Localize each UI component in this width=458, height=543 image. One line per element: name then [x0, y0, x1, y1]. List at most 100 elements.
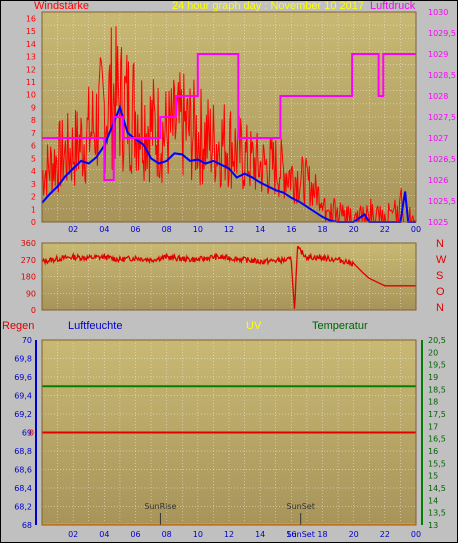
wind-xtick-14: 14: [255, 225, 265, 234]
direction-ytick-90: 90: [26, 289, 36, 298]
bottom-xtick-12: 12: [224, 530, 234, 539]
temp-ytick-17: 17: [428, 422, 438, 431]
humidity-ytick-68,8: 68,8: [14, 447, 32, 456]
wind-ytick-9: 9: [31, 103, 36, 112]
wind-ytick-5: 5: [31, 154, 36, 163]
page-title: 24 hour graph day : November 10 2017: [172, 0, 365, 12]
bottom-xtick-18: 18: [317, 530, 327, 539]
humidity-ytick-70: 70: [22, 336, 32, 345]
wind-ytick-16: 16: [26, 14, 36, 23]
plot-border-2: [41, 242, 417, 311]
wind-ytick-3: 3: [31, 180, 36, 189]
pressure-ytick-1027: 1027: [428, 134, 448, 143]
wind-average-line: [41, 104, 416, 223]
compass-n-top: N: [436, 238, 444, 250]
temp-ytick-13,5: 13,5: [428, 509, 446, 518]
pressure-ytick-1028: 1028: [428, 92, 448, 101]
bottom-xtick-06: 06: [130, 530, 140, 539]
wind-xtick-02: 02: [68, 225, 78, 234]
uv-label: UV: [246, 320, 262, 332]
humidity-ytick-69,6: 69,6: [14, 373, 32, 382]
wind-ytick-7: 7: [31, 129, 36, 138]
bottom-xtick-20: 20: [349, 530, 359, 539]
temp-ytick-19,5: 19,5: [428, 361, 446, 370]
pressure-line: [42, 53, 416, 181]
temp-ytick-13: 13: [428, 521, 438, 530]
wind-xtick-18: 18: [317, 225, 327, 234]
wind-xtick-20: 20: [349, 225, 359, 234]
pressure-ytick-1027,5: 1027,5: [428, 113, 456, 122]
rain-label: Regen: [2, 320, 35, 332]
temp-ytick-17,5: 17,5: [428, 410, 446, 419]
temp-ytick-14,5: 14,5: [428, 484, 446, 493]
wind-xtick-06: 06: [130, 225, 140, 234]
temp-ytick-18: 18: [428, 398, 438, 407]
compass-n-bottom: N: [436, 302, 444, 314]
humidity-ytick-69,4: 69,4: [14, 392, 32, 401]
wind-xtick-12: 12: [224, 225, 234, 234]
wind-xtick-04: 04: [99, 225, 109, 234]
rain-zero-label: 0: [29, 429, 34, 438]
sunrise-label: SunRise: [144, 502, 176, 511]
direction-ytick-0: 0: [31, 306, 36, 315]
pressure-ytick-1025: 1025: [428, 218, 448, 227]
wind-ytick-8: 8: [31, 116, 36, 125]
pressure-label: Luftdruck: [370, 0, 416, 12]
humidity-ytick-68: 68: [22, 521, 32, 530]
wind-xtick-10: 10: [193, 225, 203, 234]
bottom-xtick-04: 04: [99, 530, 109, 539]
bottom-xtick-22: 22: [380, 530, 390, 539]
temp-ytick-15: 15: [428, 472, 438, 481]
wind-label: Windstärke: [34, 0, 90, 12]
wind-ytick-14: 14: [26, 40, 36, 49]
temperature-label: Temperatur: [312, 320, 368, 332]
direction-ytick-270: 270: [21, 256, 36, 265]
humidity-ytick-68,2: 68,2: [14, 503, 32, 512]
compass-w: W: [436, 254, 447, 266]
wind-ytick-15: 15: [26, 27, 36, 36]
wind-xtick-22: 22: [380, 225, 390, 234]
temp-ytick-19: 19: [428, 373, 438, 382]
humidity-ytick-69: 69: [22, 429, 32, 438]
wind-xtick-00: 00: [411, 225, 421, 234]
humidity-ytick-68,6: 68,6: [14, 466, 32, 475]
wind-ytick-12: 12: [26, 65, 36, 74]
bottom-xtick-00: 00: [411, 530, 421, 539]
temp-ytick-18,5: 18,5: [428, 385, 446, 394]
pressure-ytick-1028,5: 1028,5: [428, 71, 456, 80]
direction-ytick-180: 180: [21, 273, 36, 282]
humidity-ytick-68,4: 68,4: [14, 484, 32, 493]
wind-ytick-10: 10: [26, 91, 36, 100]
temp-ytick-14: 14: [428, 496, 438, 505]
bottom-xtick-16: 16: [286, 530, 296, 539]
bottom-xtick-14: 14: [255, 530, 265, 539]
pressure-ytick-1029,5: 1029,5: [428, 29, 456, 38]
sunset-label: SunSet: [287, 502, 315, 511]
wind-xtick-08: 08: [162, 225, 172, 234]
bottom-xtick-02: 02: [68, 530, 78, 539]
direction-line: [41, 245, 416, 309]
sunset-axis-label: SunSet: [287, 530, 315, 539]
compass-s: S: [436, 270, 444, 282]
pressure-ytick-1025,5: 1025,5: [428, 197, 456, 206]
temp-ytick-20,5: 20,5: [428, 336, 446, 345]
pressure-ytick-1029: 1029: [428, 50, 448, 59]
humidity-ytick-69,2: 69,2: [14, 410, 32, 419]
bottom-xtick-10: 10: [193, 530, 203, 539]
wind-ytick-13: 13: [26, 53, 36, 62]
plot-border-1: [41, 11, 417, 223]
wind-ytick-1: 1: [31, 205, 36, 214]
humidity-ytick-69,8: 69,8: [14, 355, 32, 364]
temp-ytick-16: 16: [428, 447, 438, 456]
compass-o: O: [436, 286, 445, 298]
wind-ytick-0: 0: [31, 218, 36, 227]
wind-ytick-11: 11: [26, 78, 36, 87]
pressure-ytick-1026: 1026: [428, 176, 448, 185]
wind-ytick-2: 2: [31, 193, 36, 202]
plot-border-3: [41, 339, 417, 526]
pressure-ytick-1030: 1030: [428, 8, 448, 17]
wind-ytick-6: 6: [31, 142, 36, 151]
temp-ytick-16,5: 16,5: [428, 435, 446, 444]
temp-ytick-20: 20: [428, 348, 438, 357]
